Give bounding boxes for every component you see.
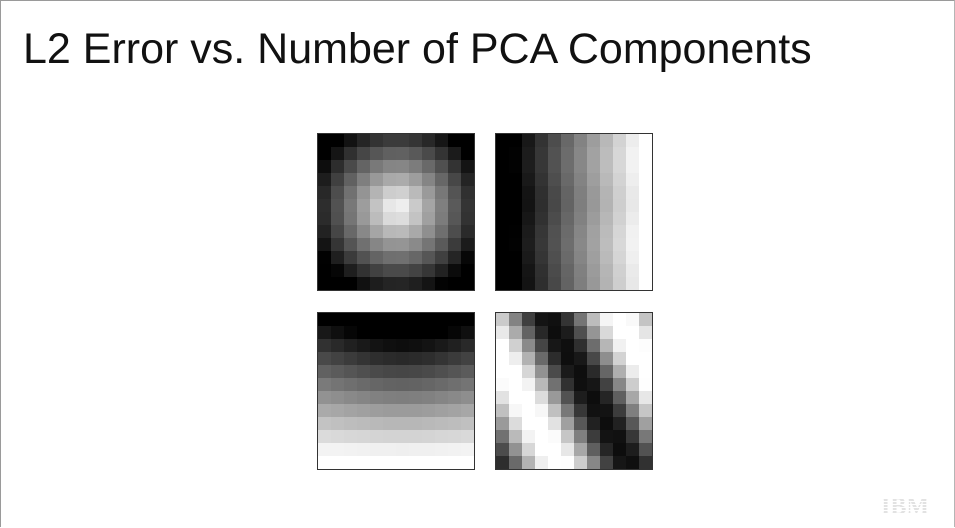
pca-component-4-canvas <box>496 313 652 469</box>
pca-component-1-canvas <box>318 134 474 290</box>
ibm-logo-text: IBM <box>881 494 929 517</box>
pca-component-1-image <box>317 133 475 291</box>
slide-title: L2 Error vs. Number of PCA Components <box>23 25 812 73</box>
pca-component-4-image <box>495 312 653 470</box>
pca-component-3-canvas <box>318 313 474 469</box>
ibm-logo-graphic: IBM <box>881 494 929 517</box>
pca-component-2-canvas <box>496 134 652 290</box>
ibm-logo: IBM <box>877 493 933 517</box>
pca-component-2-image <box>495 133 653 291</box>
pca-component-3-image <box>317 312 475 470</box>
